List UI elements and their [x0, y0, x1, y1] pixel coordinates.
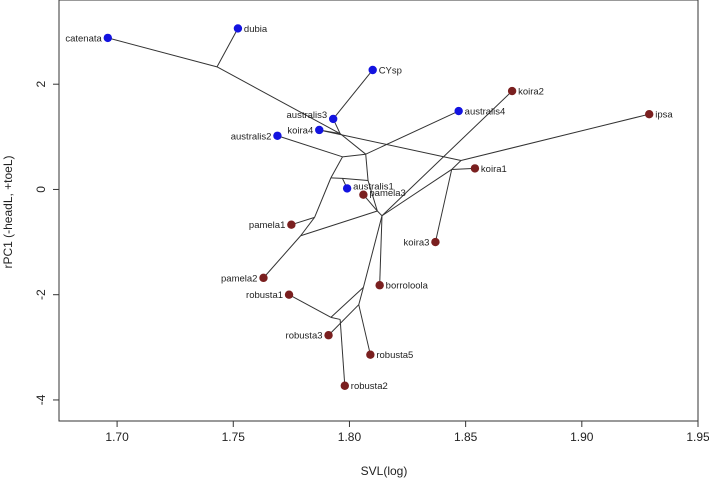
point-label: robusta2: [351, 381, 388, 392]
tree-edge: [342, 177, 369, 182]
data-point-pamela3: [359, 190, 368, 199]
data-point-robusta2: [340, 381, 350, 390]
x-axis-title-main: SVL: [361, 464, 384, 478]
tree-edge: [330, 316, 341, 320]
data-point-ipsa: [645, 109, 654, 119]
point-label: pamela1: [249, 220, 285, 231]
tree-edge: [330, 286, 364, 318]
data-point-koira3: [431, 237, 440, 247]
data-point-koira4: [315, 125, 324, 135]
y-tick-label: 2: [34, 81, 48, 88]
tree-edge: [367, 180, 378, 212]
tree-edge: [314, 177, 332, 218]
data-point-catenata: [103, 33, 112, 43]
point-label: australis2: [231, 131, 272, 142]
point-label: dubia: [244, 24, 268, 35]
tree-edge: [451, 160, 462, 170]
tree-edge: [365, 154, 369, 181]
tree-edge: [332, 69, 374, 120]
tree-edge: [300, 217, 315, 237]
x-tick-label: 1.70: [105, 430, 129, 444]
data-point-dubia: [233, 24, 243, 33]
plot-frame: [58, 0, 699, 422]
tree-edges: [107, 28, 650, 386]
y-tick-label: 0: [34, 186, 48, 193]
point-label: CYsp: [379, 65, 402, 76]
x-axis-title: SVL(log): [361, 464, 408, 478]
tree-edge: [339, 133, 367, 155]
x-tick-label: 1.75: [222, 430, 246, 444]
y-tick-label: -2: [34, 289, 48, 300]
point-label: pamela2: [221, 273, 257, 284]
tree-edge: [358, 304, 371, 355]
tree-edge: [288, 294, 332, 318]
x-tick-label: 1.90: [570, 430, 594, 444]
point-label: robusta5: [376, 350, 413, 361]
data-point-australis3: [328, 114, 338, 124]
y-axis-title: rPC1 (-headL, +toeL): [1, 155, 15, 268]
point-label: australis3: [287, 110, 328, 121]
y-tick-label: -4: [34, 394, 48, 405]
data-point-australis1: [342, 184, 352, 193]
point-label: catenata: [65, 33, 102, 44]
tree-edge: [330, 156, 343, 179]
data-point-australis4: [454, 106, 463, 116]
tree-edge: [216, 28, 239, 68]
data-point-koira2: [507, 86, 517, 96]
tree-edge: [381, 169, 452, 217]
data-point-pamela1: [287, 220, 296, 229]
point-label: koira2: [518, 87, 544, 98]
tree-edge: [342, 153, 366, 158]
tree-edge: [328, 304, 360, 336]
x-axis-title-suffix: (log): [383, 464, 407, 478]
point-label: australis1: [353, 181, 394, 192]
data-point-robusta3: [324, 331, 333, 340]
x-tick-label: 1.95: [686, 430, 709, 444]
tree-edge: [376, 210, 383, 217]
point-label: koira3: [404, 238, 430, 249]
x-tick-label: 1.85: [454, 430, 478, 444]
tree-edge: [107, 37, 218, 68]
data-points: catenata dubia CYsp australis3 koira4 austral…: [65, 24, 673, 392]
point-label: koira1: [481, 164, 507, 175]
tree-edge: [216, 66, 341, 135]
tree-edge: [358, 287, 364, 305]
tree-edge: [263, 235, 302, 279]
tree-edge: [300, 210, 378, 237]
point-label: robusta3: [286, 331, 323, 342]
tree-edge: [330, 177, 343, 179]
tree-edge: [319, 129, 462, 161]
data-point-australis2: [273, 131, 282, 140]
axes: 1.70 1.75 1.80 1.85 1.90 1.95 -4 -2 0 2: [34, 81, 709, 444]
x-tick-label: 1.80: [338, 430, 362, 444]
data-point-robusta1: [284, 290, 294, 299]
data-point-CYsp: [368, 65, 377, 75]
point-label: robusta1: [246, 290, 283, 301]
tree-edge: [379, 215, 383, 286]
tree-edge: [434, 169, 453, 243]
point-label: australis4: [465, 107, 506, 118]
tree-edge: [339, 319, 346, 386]
tree-edge: [381, 90, 513, 217]
tree-edge: [362, 215, 383, 288]
data-point-pamela2: [259, 273, 268, 283]
data-point-borroloola: [375, 281, 384, 290]
point-label: pamela3: [369, 188, 405, 199]
data-point-robusta5: [366, 350, 375, 359]
tree-edge: [460, 113, 650, 161]
point-label: ipsa: [655, 110, 673, 121]
data-point-koira1: [470, 164, 480, 173]
point-label: borroloola: [386, 281, 429, 292]
tree-edge: [277, 135, 343, 158]
tree-edge: [365, 110, 459, 155]
point-label: koira4: [287, 125, 313, 136]
